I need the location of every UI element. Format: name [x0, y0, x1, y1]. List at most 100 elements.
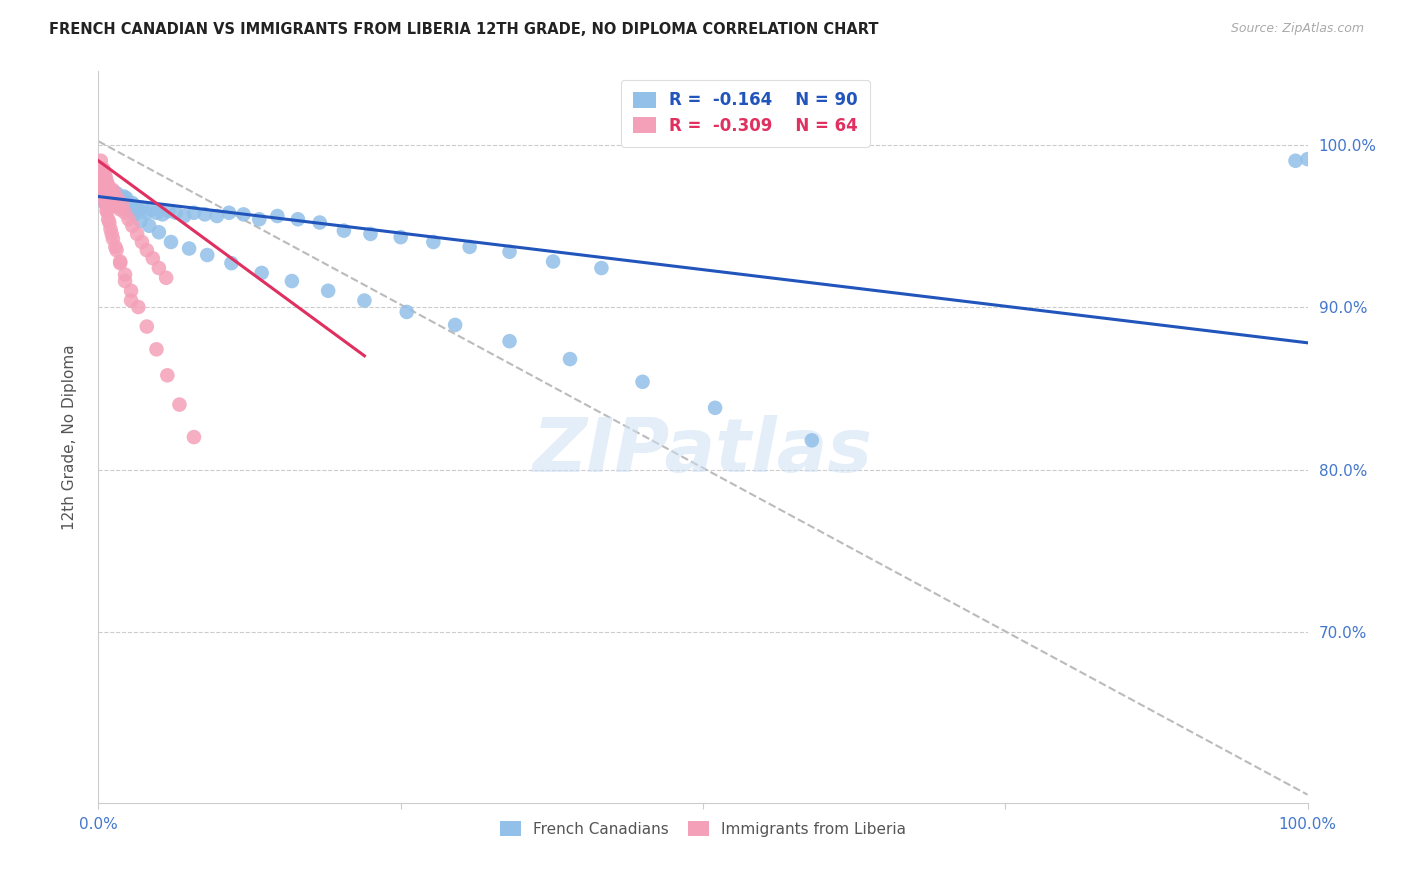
- Point: [142, 252, 165, 266]
- Point: [91, 185, 114, 199]
- Point: [148, 225, 170, 239]
- Text: Source: ZipAtlas.com: Source: ZipAtlas.com: [1230, 22, 1364, 36]
- Point: [101, 232, 124, 246]
- Point: [93, 183, 115, 197]
- Point: [94, 169, 117, 184]
- Point: [124, 201, 146, 215]
- Point: [1296, 152, 1319, 166]
- Point: [156, 368, 179, 383]
- Point: [422, 235, 444, 249]
- Point: [94, 185, 117, 199]
- Point: [118, 202, 141, 217]
- Point: [100, 189, 122, 203]
- Text: ZIPatlas: ZIPatlas: [533, 415, 873, 488]
- Point: [108, 202, 131, 217]
- Point: [333, 224, 356, 238]
- Point: [127, 227, 149, 241]
- Point: [97, 194, 120, 209]
- Point: [98, 193, 121, 207]
- Point: [91, 186, 114, 201]
- Point: [135, 243, 157, 257]
- Y-axis label: 12th Grade, No Diploma: 12th Grade, No Diploma: [62, 344, 77, 530]
- Point: [101, 191, 124, 205]
- Point: [281, 274, 304, 288]
- Point: [91, 181, 114, 195]
- Point: [118, 212, 141, 227]
- Point: [129, 214, 152, 228]
- Point: [105, 243, 128, 257]
- Point: [353, 293, 375, 308]
- Point: [120, 293, 142, 308]
- Point: [115, 191, 138, 205]
- Point: [94, 191, 117, 205]
- Point: [96, 204, 118, 219]
- Point: [541, 254, 564, 268]
- Point: [444, 318, 467, 332]
- Point: [93, 175, 115, 189]
- Point: [103, 187, 125, 202]
- Point: [155, 270, 177, 285]
- Point: [93, 178, 115, 193]
- Point: [250, 266, 273, 280]
- Point: [100, 183, 122, 197]
- Point: [91, 178, 114, 193]
- Point: [104, 240, 127, 254]
- Point: [266, 209, 288, 223]
- Point: [100, 222, 122, 236]
- Point: [110, 193, 132, 207]
- Point: [308, 215, 330, 229]
- Point: [105, 186, 128, 201]
- Point: [558, 352, 581, 367]
- Point: [100, 185, 122, 199]
- Point: [145, 343, 167, 357]
- Point: [101, 197, 124, 211]
- Point: [194, 207, 217, 221]
- Point: [104, 191, 127, 205]
- Point: [103, 194, 125, 209]
- Point: [221, 256, 243, 270]
- Point: [498, 244, 520, 259]
- Point: [97, 187, 120, 202]
- Point: [120, 284, 142, 298]
- Point: [98, 181, 121, 195]
- Point: [316, 284, 339, 298]
- Point: [183, 206, 205, 220]
- Point: [389, 230, 412, 244]
- Point: [100, 193, 122, 207]
- Point: [108, 254, 131, 268]
- Point: [160, 235, 183, 249]
- Point: [100, 196, 122, 211]
- Point: [107, 193, 129, 207]
- Point: [165, 206, 187, 220]
- Point: [91, 194, 114, 209]
- Point: [704, 401, 727, 415]
- Point: [97, 187, 120, 202]
- Point: [97, 178, 120, 193]
- Point: [98, 215, 121, 229]
- Point: [498, 334, 520, 348]
- Point: [105, 199, 128, 213]
- Point: [105, 193, 128, 207]
- Point: [112, 189, 135, 203]
- Point: [108, 199, 131, 213]
- Point: [90, 153, 112, 168]
- Point: [100, 189, 122, 203]
- Point: [91, 173, 114, 187]
- Point: [135, 206, 157, 220]
- Point: [141, 202, 163, 217]
- Point: [232, 207, 254, 221]
- Point: [98, 186, 121, 201]
- Point: [458, 240, 481, 254]
- Point: [96, 204, 118, 219]
- Point: [152, 207, 174, 221]
- Point: [94, 197, 117, 211]
- Point: [111, 196, 134, 211]
- Point: [118, 202, 141, 217]
- Point: [91, 161, 114, 176]
- Point: [108, 191, 131, 205]
- Point: [131, 235, 153, 249]
- Point: [114, 274, 136, 288]
- Point: [157, 204, 180, 219]
- Point: [800, 434, 823, 448]
- Point: [218, 206, 240, 220]
